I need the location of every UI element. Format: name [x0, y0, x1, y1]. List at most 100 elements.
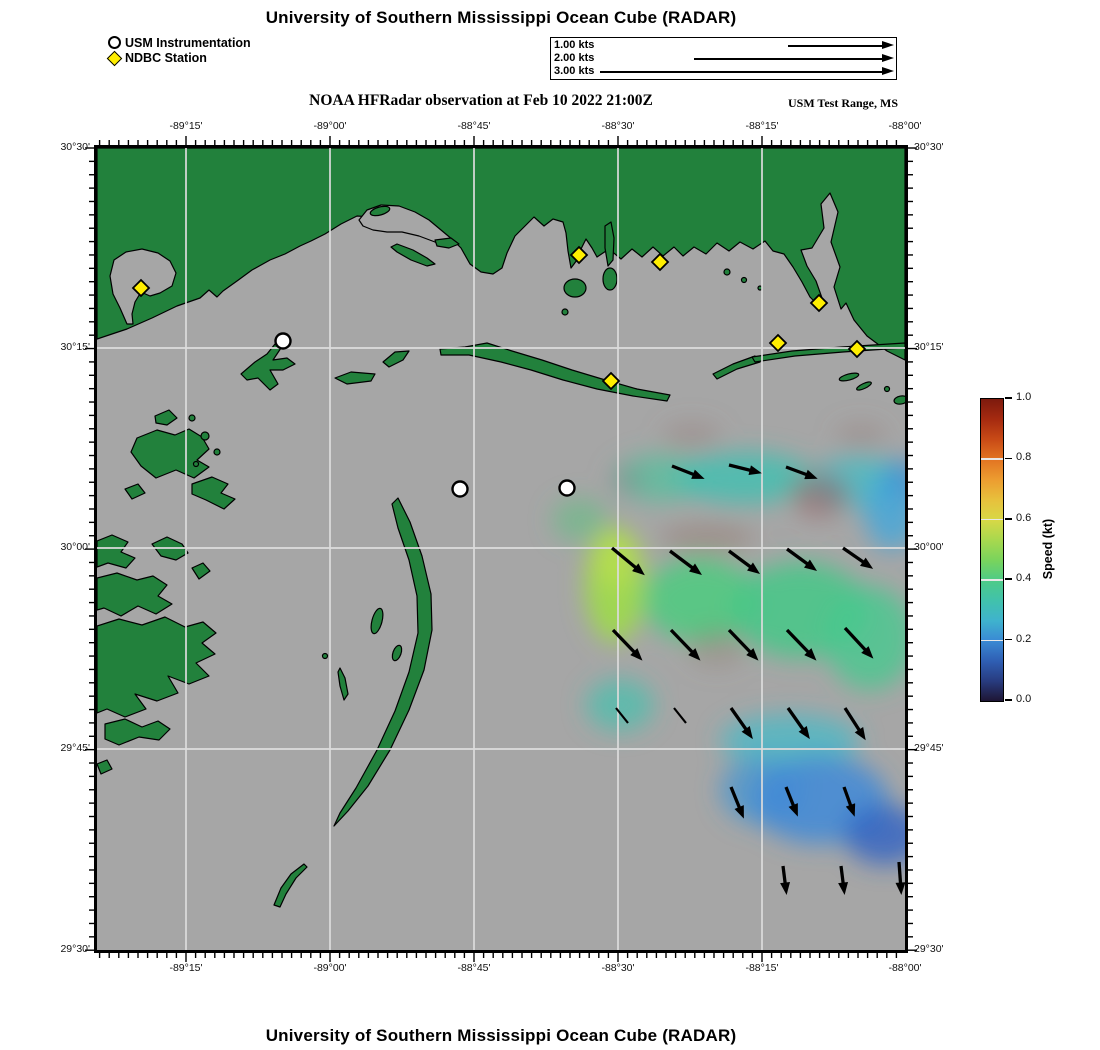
map: [94, 145, 908, 953]
current-arrow: [610, 546, 645, 576]
colorbar-tick: [1005, 578, 1012, 580]
lat-tick-label: 30°30': [60, 141, 90, 153]
lat-tick-label: 30°30': [914, 141, 944, 153]
current-arrow: [669, 628, 701, 661]
current-arrow: [673, 707, 687, 724]
scale-arrowhead-icon: [882, 40, 894, 49]
current-arrow: [895, 861, 905, 895]
speed-scale-legend: 1.00 kts 2.00 kts 3.00 kts: [550, 37, 897, 80]
usm-instrumentation-marker: [451, 480, 469, 498]
map-key: USM Instrumentation NDBC Station: [106, 35, 251, 66]
ndbc-station-marker: [809, 293, 829, 313]
lon-tick-label: -89°00': [313, 120, 347, 132]
current-arrow: [838, 865, 849, 895]
colorbar-tick-label: 0.4: [1016, 572, 1032, 585]
current-arrow: [843, 626, 874, 659]
lat-tick-label: 29°45': [914, 742, 944, 754]
colorbar-gridline: [981, 579, 1003, 581]
scale-row: 3.00 kts: [551, 65, 896, 78]
lat-tick-label: 29°45': [60, 742, 90, 754]
lat-tick-label: 30°15': [60, 341, 90, 353]
current-arrow: [786, 707, 810, 740]
scale-arrowhead-icon: [882, 53, 894, 62]
page-title: University of Southern Mississippi Ocean…: [265, 8, 737, 27]
scale-row-label: 2.00 kts: [554, 52, 595, 64]
current-vectors: [610, 463, 905, 895]
current-arrow: [728, 549, 761, 574]
current-arrow: [669, 549, 702, 575]
scale-row-line: [788, 45, 882, 47]
lat-tick-label: 29°30': [914, 943, 944, 955]
lon-tick-label: -88°00': [888, 120, 922, 132]
usm-circle-icon: [108, 36, 121, 49]
current-arrow: [842, 546, 874, 569]
usm-instrumentation-marker: [274, 332, 292, 350]
scale-row: 2.00 kts: [551, 52, 896, 65]
current-arrow: [785, 628, 817, 661]
lon-tick-label: -88°15': [745, 120, 779, 132]
current-arrow: [615, 707, 629, 724]
legend-usm-label: USM Instrumentation: [125, 35, 251, 50]
colorbar-tick-label: 0.2: [1016, 632, 1032, 645]
current-arrow: [842, 786, 856, 817]
scale-row-line: [600, 71, 882, 73]
lat-tick-label: 30°00': [914, 541, 944, 553]
lon-tick-label: -88°45': [457, 962, 491, 974]
colorbar-tick-label: 0.6: [1016, 511, 1032, 524]
lon-tick-label: -88°30': [601, 962, 635, 974]
region-label: USM Test Range, MS: [787, 96, 898, 110]
colorbar-tick-label: 0.0: [1016, 693, 1032, 705]
current-arrow: [786, 547, 818, 571]
lon-tick-label: -89°15': [169, 120, 203, 132]
ndbc-diamond-icon: [106, 50, 123, 66]
usm-instrumentation-marker: [558, 479, 576, 497]
footer-title: University of Southern Mississippi Ocean…: [265, 1026, 737, 1045]
current-arrow: [784, 786, 798, 817]
map-canvas: [97, 148, 905, 950]
colorbar: [980, 398, 1004, 702]
colorbar-tick: [1005, 518, 1012, 520]
current-arrow: [843, 707, 866, 741]
colorbar-tick-label: 1.0: [1016, 391, 1032, 403]
current-arrow: [611, 628, 643, 661]
observation-subtitle: NOAA HFRadar observation at Feb 10 2022 …: [309, 92, 653, 109]
colorbar-gridline: [981, 639, 1003, 642]
stations: [131, 245, 867, 498]
current-arrow: [727, 628, 759, 661]
current-arrow: [729, 707, 753, 740]
ndbc-station-marker: [569, 245, 589, 265]
current-arrow: [728, 463, 762, 476]
lon-tick-label: -89°15': [169, 962, 203, 974]
lon-tick-label: -88°00': [888, 962, 922, 974]
colorbar-tick: [1005, 457, 1012, 460]
lat-tick-label: 30°15': [914, 341, 944, 353]
lon-tick-label: -89°00': [313, 962, 347, 974]
legend-usm-instrumentation: USM Instrumentation: [108, 35, 251, 50]
current-arrow: [671, 464, 705, 479]
lon-tick-label: -88°15': [745, 962, 779, 974]
colorbar-tick: [1005, 638, 1012, 641]
colorbar-title: Speed (kt): [1041, 518, 1055, 580]
colorbar-gridline: [981, 458, 1003, 460]
colorbar-tick-label: 0.8: [1016, 451, 1032, 464]
ndbc-station-marker: [131, 278, 151, 298]
lat-tick-label: 29°30': [60, 943, 90, 955]
lon-tick-label: -88°45': [457, 120, 491, 132]
speed-field: [552, 422, 905, 865]
ndbc-station-marker: [601, 371, 621, 391]
scale-row-line: [694, 58, 882, 60]
lat-tick-label: 30°00': [60, 541, 90, 553]
ndbc-station-marker: [768, 333, 788, 353]
scale-row-label: 3.00 kts: [554, 65, 595, 77]
current-arrow: [785, 465, 818, 480]
legend-ndbc-station: NDBC Station: [106, 50, 251, 66]
lon-tick-label: -88°30': [601, 120, 635, 132]
colorbar-tick: [1005, 699, 1012, 701]
scale-row: 1.00 kts: [551, 39, 896, 52]
colorbar-tick: [1005, 397, 1012, 399]
colorbar-gridline: [981, 518, 1003, 521]
scale-row-label: 1.00 kts: [554, 39, 595, 51]
ndbc-station-marker: [650, 252, 670, 272]
ndbc-station-marker: [847, 339, 867, 359]
